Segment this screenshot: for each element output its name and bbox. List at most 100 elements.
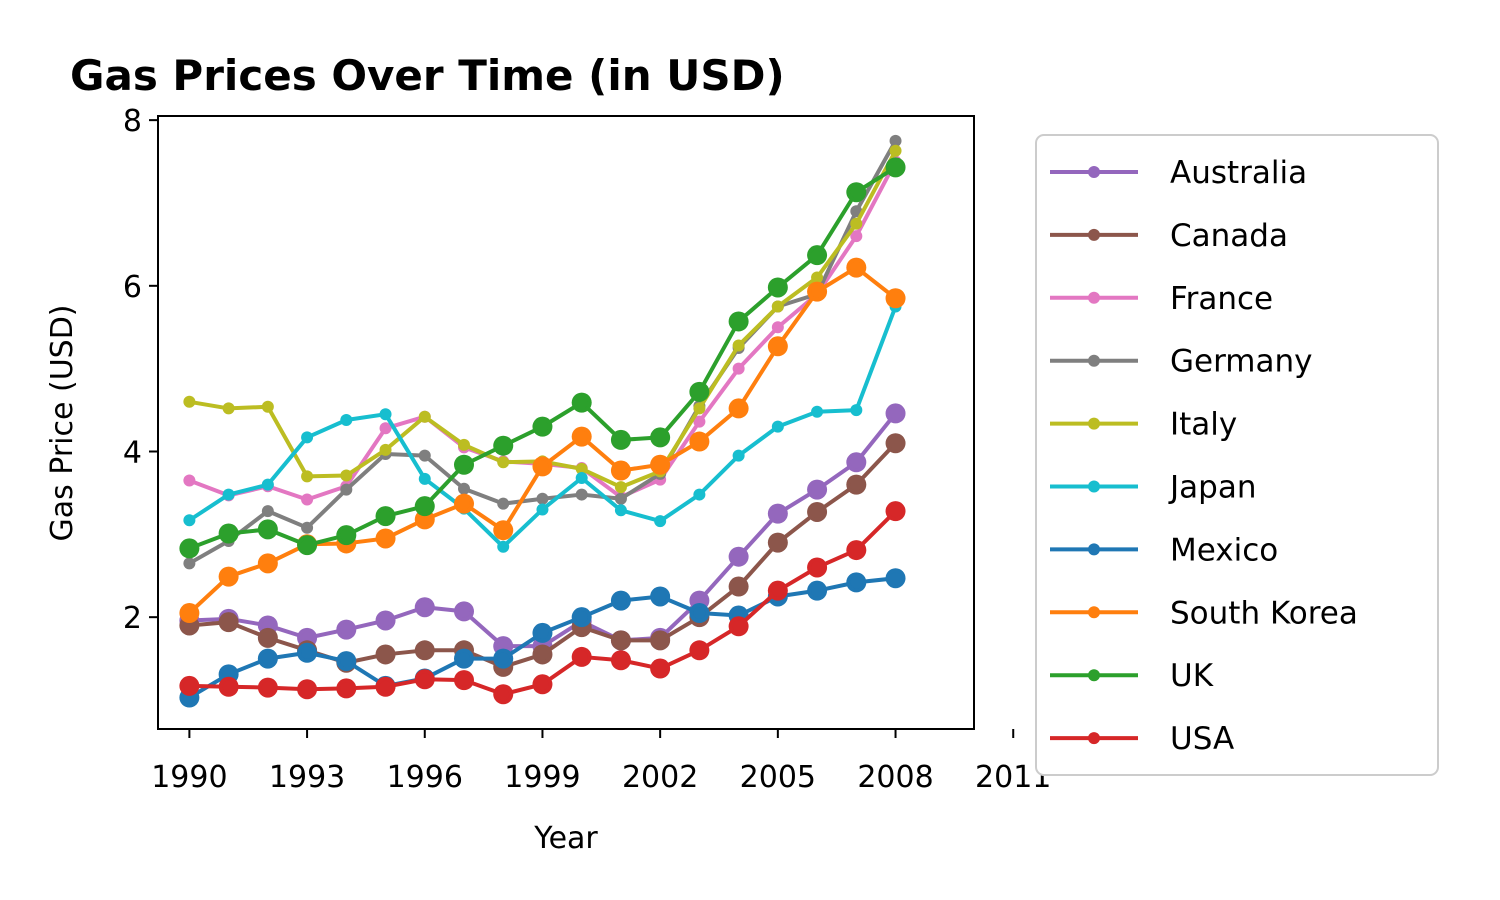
data-point [379,680,392,693]
data-point [811,505,824,518]
legend-label: Italy [1170,407,1237,443]
data-point [497,540,510,553]
data-point [183,514,196,527]
data-point [183,542,196,555]
y-tick-label: 4 [123,435,142,470]
y-axis-label: Gas Price (USD) [45,304,80,541]
data-point [732,315,745,328]
data-point [811,249,824,262]
data-point [379,532,392,545]
data-point [183,607,196,620]
legend-swatch-marker [1088,291,1100,304]
data-point [340,483,353,496]
data-point [301,470,314,483]
data-point [222,402,235,415]
data-point [889,407,902,420]
data-point [418,500,431,513]
data-point [850,478,863,491]
data-point [379,422,392,435]
data-point [222,680,235,693]
data-point [301,646,314,659]
legend-label: Mexico [1170,532,1278,568]
data-point [732,449,745,462]
data-point [850,544,863,557]
data-point [575,611,588,624]
data-point [693,385,706,398]
data-point [771,507,784,520]
legend-box [1035,134,1439,776]
data-point [732,362,745,375]
legend-label: France [1170,281,1273,317]
data-point [811,561,824,574]
data-point [614,481,627,494]
data-point [536,648,549,661]
legend-swatch-marker [1088,480,1100,493]
data-point [693,644,706,657]
legend-swatch-marker [1088,417,1100,430]
data-point [340,414,353,427]
data-point [614,433,627,446]
legend-label: Japan [1168,470,1256,506]
legend-item: Germany [1050,344,1312,380]
data-point [575,396,588,409]
data-point [497,688,510,701]
data-point [301,539,314,552]
data-point [301,493,314,506]
legend-item: Australia [1050,155,1307,191]
data-point [301,431,314,444]
legend-item: Italy [1050,407,1237,443]
data-point [458,652,470,665]
data-point [458,674,470,687]
data-point [261,478,274,491]
data-point [732,550,745,563]
data-point [850,217,863,230]
data-point [261,631,274,644]
legend-label: South Korea [1170,595,1358,631]
data-point [536,626,549,639]
series-uk [179,157,906,559]
legend-items: Australia Canada France Germany Italy Japan Me… [1050,155,1358,757]
data-point [771,281,784,294]
data-point [575,462,588,475]
data-point [732,339,745,352]
data-point [340,623,353,636]
legend-swatch-marker [1088,669,1100,682]
data-point [497,439,510,452]
data-point [261,557,274,570]
data-point [889,161,902,174]
data-point [850,186,863,199]
data-point [614,594,627,607]
series-usa [179,501,906,705]
data-point [183,557,196,570]
x-tick-label: 1990 [151,760,227,795]
x-tick-label: 2002 [622,760,698,795]
x-axis: 1990 1993 1996 1999 2002 2005 2008 2011 [151,729,1051,795]
data-point [575,472,588,485]
data-point [654,634,667,647]
data-point [340,682,353,695]
data-point [732,620,745,633]
data-point [654,590,667,603]
legend-item: UK [1050,658,1214,694]
data-point [261,681,274,694]
x-axis-label: Year [533,821,598,856]
data-point [340,529,353,542]
data-point [261,652,274,665]
data-point [811,584,824,597]
data-point [654,662,667,675]
data-point [536,420,549,433]
data-point [222,570,235,583]
legend-swatch-marker [1088,606,1100,619]
data-point [536,492,549,505]
legend-item: South Korea [1050,595,1358,631]
plot-frame [157,115,975,730]
data-point [575,650,588,663]
data-point [379,614,392,627]
data-point [418,644,431,657]
data-point [811,483,824,496]
legend-label: Australia [1170,155,1307,191]
data-point [458,605,470,618]
data-point [693,607,706,620]
x-tick-label: 1999 [504,760,580,795]
data-point [575,430,588,443]
